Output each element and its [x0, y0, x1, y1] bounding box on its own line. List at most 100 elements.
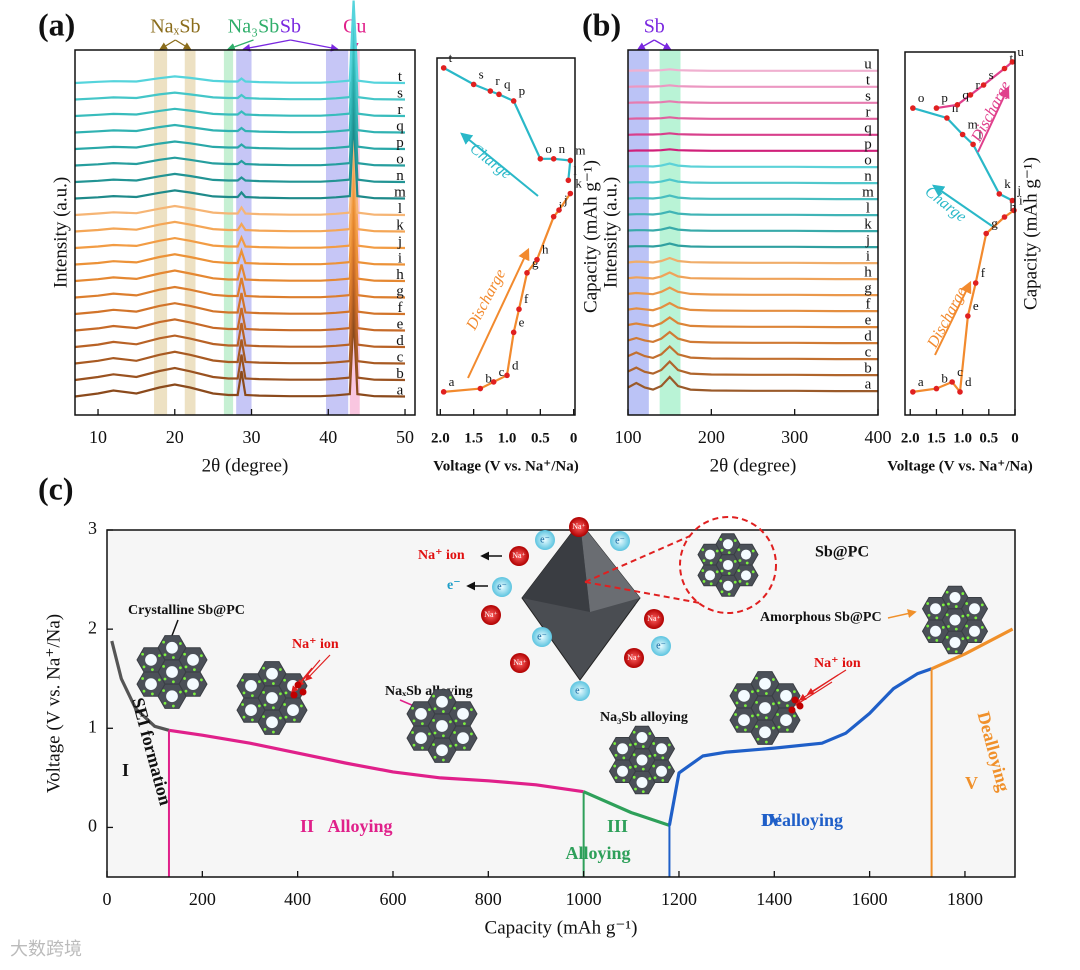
trace-label: j	[397, 234, 402, 250]
ion-arrow	[291, 667, 313, 694]
point	[524, 270, 530, 276]
phase-band	[184, 50, 196, 415]
pore	[738, 714, 750, 727]
phase-arrow	[159, 39, 176, 50]
sb-dot	[734, 688, 737, 692]
pore	[704, 549, 716, 560]
na-sphere	[509, 546, 529, 566]
plot-frame	[436, 57, 576, 416]
sb-dot	[974, 616, 978, 620]
sb-dot	[263, 703, 267, 707]
x-tick-label: 2.0	[901, 430, 920, 446]
sb-dot	[272, 682, 275, 685]
sb-dot	[652, 742, 656, 745]
trace-label: m	[862, 184, 874, 200]
sb-dot	[653, 776, 657, 780]
trace-label: r	[398, 102, 403, 118]
phase-label: Sb	[280, 16, 301, 38]
sb-dot	[433, 707, 437, 711]
trace	[627, 210, 878, 217]
point	[949, 379, 955, 385]
sb-dot	[641, 745, 645, 748]
phase-band	[223, 50, 234, 415]
point	[537, 156, 544, 162]
sb-dot	[755, 701, 758, 704]
point-label: b	[941, 371, 948, 386]
point	[1001, 65, 1008, 72]
x-tick-label: 200	[698, 427, 725, 447]
sb-dot	[162, 689, 166, 693]
sb-dot	[737, 569, 741, 572]
y-axis-title: Intensity (a.u.)	[600, 177, 621, 288]
sb-dot	[172, 704, 175, 708]
trace	[627, 162, 878, 169]
point-label: a	[918, 374, 924, 389]
sb-dot	[980, 603, 984, 607]
point-label: f	[524, 291, 529, 306]
sb-dot	[756, 689, 760, 693]
point-label: m	[968, 116, 978, 131]
e-sphere-label: e⁻	[537, 631, 547, 642]
point-label: e	[519, 314, 525, 329]
point	[980, 82, 987, 88]
pore	[740, 570, 752, 581]
stage-label: Alloying	[327, 816, 392, 836]
trace	[627, 242, 878, 249]
trace-label: l	[866, 200, 870, 216]
point-label: a	[449, 374, 455, 389]
particle-icon	[697, 533, 759, 597]
trace	[627, 256, 878, 265]
pore	[722, 559, 734, 571]
sb-dot	[772, 726, 775, 730]
point-label: o	[545, 141, 552, 156]
sb-dot	[751, 690, 754, 694]
sb-dot	[184, 689, 188, 693]
pore	[969, 625, 980, 637]
sb-dot	[947, 647, 950, 651]
sb-dot	[279, 668, 282, 671]
pore	[740, 549, 752, 560]
sb-dot	[745, 582, 749, 586]
sb-dot	[158, 654, 161, 658]
trace-label: p	[864, 136, 872, 152]
point-label: c	[499, 364, 505, 379]
sb-dot	[183, 652, 187, 656]
annotation: Amorphous Sb@PC	[760, 610, 882, 625]
sb-dot	[263, 679, 267, 683]
trace-label: j	[865, 232, 870, 248]
point-label: q	[962, 87, 969, 102]
sb-dot	[641, 767, 645, 771]
point	[567, 157, 574, 164]
sb-dot	[283, 678, 286, 682]
sb-dot	[777, 701, 781, 705]
sb-dot	[632, 775, 636, 779]
sb-dot	[158, 678, 161, 682]
sb-dot	[772, 702, 775, 706]
sb-dot	[470, 708, 473, 712]
point-label: k	[1004, 176, 1011, 191]
x-axis-title: Voltage (V vs. Na⁺/Na)	[887, 458, 1032, 474]
sb-dot	[141, 652, 145, 656]
curve	[110, 640, 170, 732]
sb-dot	[428, 732, 431, 736]
sb-dot	[719, 558, 723, 562]
sb-dot	[935, 616, 939, 620]
point-label: d	[965, 374, 972, 389]
sb-dot	[756, 713, 760, 717]
point	[1009, 197, 1016, 204]
pore	[266, 692, 278, 704]
sb-dot	[648, 777, 652, 781]
trace	[627, 194, 878, 201]
sb-dot	[737, 548, 741, 552]
sb-dot	[727, 572, 731, 575]
sb-dot	[667, 765, 671, 769]
stage-label: Dealloying	[761, 810, 843, 830]
sb-dot	[614, 776, 618, 780]
trace-label: a	[865, 376, 872, 392]
sb-dot	[648, 754, 652, 758]
point-label: g	[532, 255, 539, 270]
annotation: Na⁺ ion	[292, 637, 339, 652]
sb-dot	[727, 592, 731, 596]
curve-name: Discharge	[924, 284, 970, 351]
point-label: r	[975, 77, 980, 92]
